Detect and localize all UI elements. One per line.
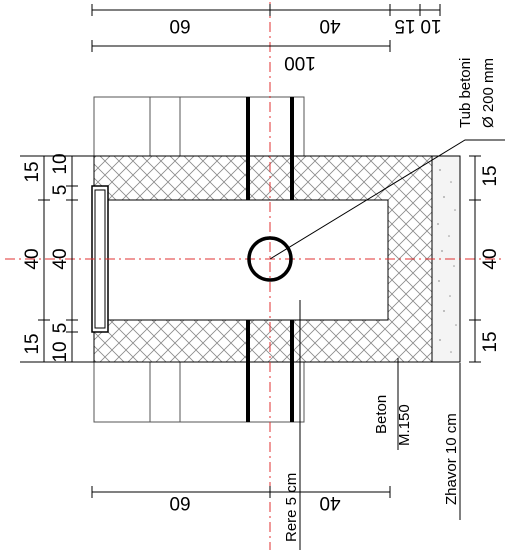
top-dim-10: 10 (420, 15, 441, 36)
pipe-label-line2: Ø 200 mm (480, 58, 497, 128)
right-dim-40: 40 (480, 248, 501, 269)
sand-label: Rere 5 cm (283, 473, 300, 542)
right-dim-15-bottom: 15 (480, 331, 501, 352)
right-dim-15-top: 15 (480, 165, 501, 186)
beton-label-line1: Beton (373, 395, 390, 434)
left-dim-10-top: 10 (50, 153, 71, 174)
top-dim-40: 40 (319, 15, 340, 36)
top-dimension-lines (91, 4, 441, 52)
left-dim-5-top: 5 (50, 185, 71, 196)
top-dim-60: 60 (169, 15, 190, 36)
pipe-circle (247, 236, 293, 282)
bottom-dimension-line (91, 486, 391, 498)
left-dim-10-bottom: 10 (50, 341, 71, 362)
pipe-label-line1: Tub betoni (457, 58, 474, 128)
left-dim-15-top: 15 (22, 161, 43, 182)
left-dim-15-bottom: 15 (22, 333, 43, 354)
top-dim-100: 100 (284, 52, 316, 73)
bottom-dim-60: 60 (169, 492, 190, 513)
beton-label-line2: M.150 (396, 404, 413, 446)
bottom-dim-40: 40 (319, 492, 340, 513)
gravel-label: Zhavor 10 cm (443, 413, 460, 505)
left-dim-5-bottom: 5 (50, 323, 71, 334)
top-dim-15: 15 (394, 15, 415, 36)
left-dim-40-outer: 40 (22, 248, 43, 269)
right-dimension-line (469, 155, 481, 363)
left-dimension-lines (20, 155, 94, 363)
center-axes (5, 2, 505, 550)
left-dim-40-inner: 40 (50, 248, 71, 269)
posts (246, 97, 294, 422)
leader-lines (269, 139, 505, 550)
